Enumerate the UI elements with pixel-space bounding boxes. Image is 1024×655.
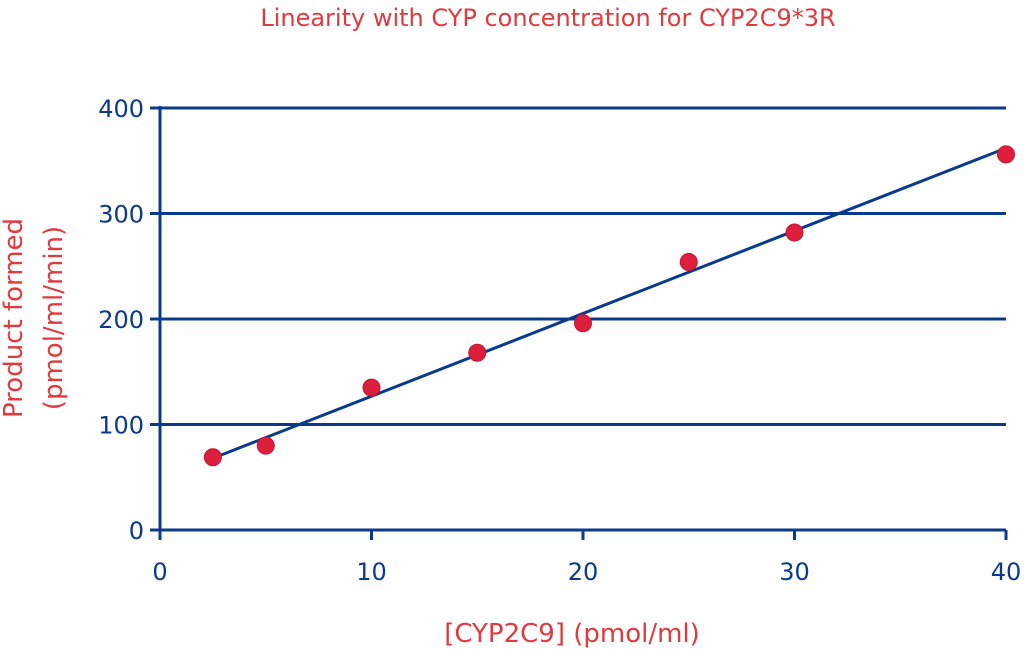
trendline [212, 146, 1007, 460]
data-point-0 [203, 448, 222, 467]
x-tick-labels: 0 10 20 30 40 [152, 558, 1021, 586]
trendline-group [212, 146, 1007, 460]
x-tick-label-20: 20 [568, 558, 599, 586]
data-point-6 [785, 223, 804, 242]
y-tick-label-0: 0 [129, 517, 144, 545]
y-tick-label-400: 400 [98, 95, 144, 123]
data-point-3 [468, 343, 487, 362]
y-tick-label-200: 200 [98, 306, 144, 334]
data-point-2 [362, 378, 381, 397]
y-axis-label-line1: Product formed [0, 218, 29, 418]
axes [150, 106, 1008, 540]
grid-lines [160, 106, 1006, 426]
data-points [203, 145, 1015, 467]
x-axis-label: [CYP2C9] (pmol/ml) [444, 619, 700, 649]
y-tick-labels: 0 100 200 300 400 [98, 95, 144, 545]
y-tick-label-300: 300 [98, 201, 144, 229]
chart-title: Linearity with CYP concentration for CYP… [260, 4, 835, 32]
y-axis-label-line2: (pmol/ml/min) [39, 226, 69, 410]
data-point-7 [997, 145, 1015, 164]
x-tick-label-40: 40 [991, 558, 1022, 586]
x-tick-label-0: 0 [152, 558, 167, 586]
data-point-1 [256, 436, 275, 455]
x-tick-label-10: 10 [356, 558, 387, 586]
data-point-5 [679, 253, 698, 272]
y-tick-label-100: 100 [98, 412, 144, 440]
x-tick-label-30: 30 [779, 558, 810, 586]
data-point-4 [574, 314, 592, 333]
